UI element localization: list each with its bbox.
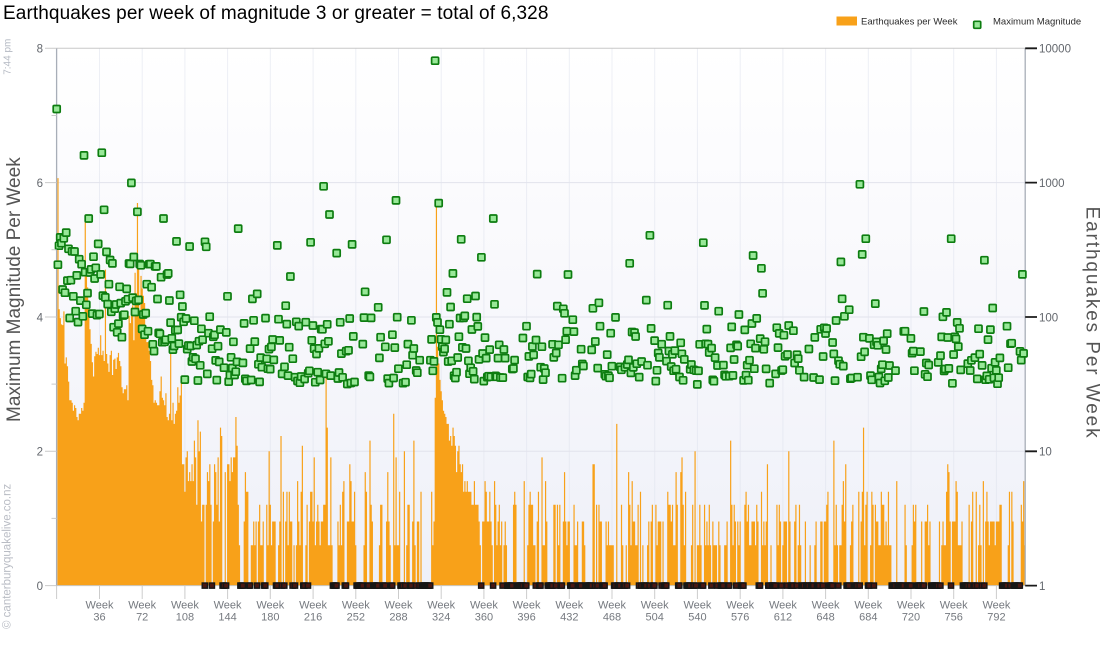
svg-text:Week: Week [598,600,626,612]
svg-text:504: 504 [646,612,664,624]
svg-text:Week: Week [812,600,840,612]
svg-text:Maximum Magnitude: Maximum Magnitude [993,17,1081,28]
svg-text:612: 612 [774,612,792,624]
svg-text:Week: Week [641,600,669,612]
svg-text:Week: Week [427,600,455,612]
svg-text:Week: Week [214,600,242,612]
svg-text:792: 792 [987,612,1005,624]
svg-text:0: 0 [37,581,43,593]
svg-text:540: 540 [688,612,706,624]
svg-text:Week: Week [256,600,284,612]
svg-text:756: 756 [945,612,963,624]
svg-text:Maximum Magnitude Per Week: Maximum Magnitude Per Week [4,157,25,422]
svg-text:1: 1 [1039,581,1045,593]
svg-text:252: 252 [347,612,365,624]
svg-text:Week: Week [128,600,156,612]
svg-text:72: 72 [136,612,148,624]
svg-text:Week: Week [171,600,199,612]
svg-text:Week: Week [513,600,541,612]
svg-text:Week: Week [470,600,498,612]
svg-text:468: 468 [603,612,621,624]
svg-text:2: 2 [37,447,43,459]
svg-text:108: 108 [176,612,194,624]
svg-text:216: 216 [304,612,322,624]
svg-text:100: 100 [1039,312,1058,324]
svg-text:Earthquakes per week of magnit: Earthquakes per week of magnitude 3 or g… [3,3,549,24]
svg-text:36: 36 [93,612,105,624]
svg-text:Week: Week [769,600,797,612]
svg-text:7:44 pm: 7:44 pm [3,39,14,75]
svg-text:648: 648 [816,612,834,624]
svg-text:Week: Week [385,600,413,612]
svg-text:1000: 1000 [1039,178,1065,190]
svg-text:Week: Week [342,600,370,612]
svg-text:Week: Week [726,600,754,612]
svg-text:© canterburyquakelive.co.nz: © canterburyquakelive.co.nz [2,483,14,629]
svg-text:10: 10 [1039,447,1052,459]
svg-text:Week: Week [86,600,114,612]
svg-text:360: 360 [475,612,493,624]
svg-text:Earthquakes per Week: Earthquakes per Week [861,17,958,28]
svg-text:Week: Week [854,600,882,612]
svg-text:Week: Week [897,600,925,612]
svg-text:Week: Week [940,600,968,612]
svg-text:8: 8 [37,44,43,56]
svg-text:Week: Week [683,600,711,612]
svg-text:576: 576 [731,612,749,624]
svg-text:396: 396 [517,612,535,624]
svg-text:144: 144 [218,612,236,624]
svg-text:432: 432 [560,612,578,624]
svg-text:4: 4 [37,312,44,324]
svg-text:324: 324 [432,612,450,624]
svg-text:Earthquakes Per Week: Earthquakes Per Week [1082,207,1100,440]
svg-text:Week: Week [555,600,583,612]
svg-text:6: 6 [37,178,43,190]
svg-text:10000: 10000 [1039,44,1071,56]
svg-text:Week: Week [982,600,1010,612]
svg-text:720: 720 [902,612,920,624]
svg-text:288: 288 [389,612,407,624]
svg-text:180: 180 [261,612,279,624]
svg-text:684: 684 [859,612,877,624]
svg-text:Week: Week [299,600,327,612]
